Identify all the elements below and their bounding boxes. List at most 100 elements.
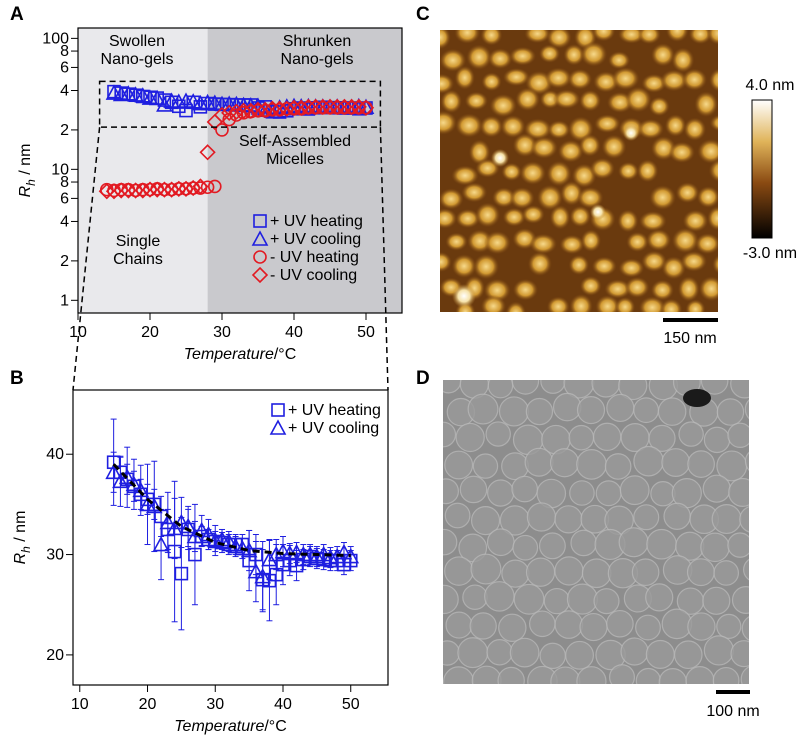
chart: 10 20 30 40 50 20 30 40 Temperature/°C Rh / nm + U… — [12, 389, 389, 735]
tem-particle — [739, 506, 749, 533]
zoom-connector — [379, 127, 389, 391]
legend-label: + UV heating — [288, 402, 381, 419]
afm-particle — [580, 229, 602, 252]
tem-particle — [658, 668, 687, 684]
afm-particle — [451, 165, 479, 186]
panel-label: D — [416, 368, 430, 389]
afm-particle — [611, 66, 640, 91]
afm-particle — [502, 207, 526, 227]
tem-particle — [568, 424, 595, 451]
afm-particle — [509, 46, 537, 66]
tem-particle — [501, 452, 529, 481]
afm-particle — [709, 68, 718, 92]
tem-particle — [462, 584, 488, 611]
afm-particle — [724, 45, 744, 70]
afm-particle — [473, 253, 500, 280]
y-axis-label: Rh / nm — [17, 144, 38, 198]
marker-triangle — [159, 513, 177, 530]
tem-particle — [472, 453, 499, 479]
afm-particle — [715, 279, 718, 295]
tem-particle — [539, 642, 566, 670]
marker-circle — [208, 179, 222, 194]
afm-particle — [671, 227, 699, 254]
x-axis-label-italic: Temperature — [174, 718, 264, 735]
marker-diamond — [221, 104, 238, 121]
colorbar-label: 4.0 nm — [746, 77, 795, 94]
afm-particle — [683, 117, 707, 141]
marker-diamond — [199, 144, 216, 161]
afm-particle — [455, 208, 481, 229]
tem-particle — [728, 477, 749, 508]
marker-diamond — [163, 181, 180, 198]
x-tick-label: 30 — [206, 696, 224, 713]
afm-particle — [718, 138, 739, 164]
afm-particle — [481, 72, 502, 92]
afm-particle — [557, 139, 584, 163]
afm-particle — [591, 256, 617, 276]
afm-particle — [479, 115, 503, 138]
tem-particle — [633, 397, 660, 424]
afm-particle — [688, 30, 713, 45]
tem-particle — [727, 422, 749, 449]
tem-particle — [550, 666, 581, 684]
afm-particle — [454, 65, 475, 90]
tem-particle — [741, 616, 749, 641]
marker-diamond — [307, 98, 324, 115]
annotation: Self-Assembled — [239, 133, 351, 150]
afm-particle — [648, 96, 670, 117]
afm-particle — [641, 250, 667, 272]
tem-particle — [633, 445, 664, 477]
afm-particle — [538, 44, 561, 63]
marker-triangle — [220, 532, 238, 549]
afm-particle — [717, 194, 718, 199]
tem-particle — [730, 380, 749, 399]
marker-diamond — [249, 101, 267, 118]
afm-particle — [560, 180, 583, 206]
tem-particle — [687, 450, 715, 478]
marker-diamond — [113, 182, 130, 199]
afm-particle — [536, 184, 563, 211]
afm-particle — [544, 67, 572, 89]
afm-particle — [601, 134, 627, 160]
afm-particle — [451, 254, 477, 279]
tem-particle — [511, 380, 540, 395]
x-axis-label: Temperature/°C — [184, 346, 297, 363]
tem-particle — [650, 480, 676, 507]
afm-particle — [646, 228, 672, 251]
tem-particle — [685, 666, 715, 684]
marker-diamond — [343, 98, 360, 115]
marker-triangle — [105, 84, 123, 100]
y-tick-label: 8 — [60, 174, 69, 191]
afm-particle — [698, 276, 718, 302]
marker-diamond — [192, 178, 209, 195]
y-axis-label-symbol: R — [17, 185, 34, 197]
tem-particle — [566, 583, 598, 615]
marker-diamond — [98, 183, 115, 200]
afm-particle — [717, 99, 718, 105]
afm-particle — [577, 186, 604, 209]
afm-particle — [502, 67, 530, 87]
tem-particle — [549, 448, 580, 478]
afm-particle — [461, 182, 488, 203]
tem-particle — [540, 380, 566, 394]
afm-particle — [480, 30, 503, 46]
tem-particle — [525, 557, 556, 587]
afm-particle — [618, 258, 645, 278]
tem-particle — [687, 612, 716, 641]
tem-particle — [443, 666, 475, 684]
y-tick-label: 20 — [46, 647, 64, 664]
afm-particle — [567, 68, 593, 90]
tem-particle — [593, 588, 620, 615]
x-axis-label-italic: Temperature — [184, 346, 274, 363]
marker-diamond — [242, 102, 259, 119]
y-axis-label-symbol: R — [12, 552, 29, 564]
marker-diamond — [314, 98, 331, 115]
marker-triangle — [105, 463, 122, 480]
tem-particle — [618, 527, 649, 558]
legend-marker — [251, 230, 269, 246]
afm-particle — [695, 233, 718, 255]
marker-diamond — [350, 98, 367, 115]
x-axis-label-unit: /°C — [264, 718, 286, 735]
afm-particle — [445, 232, 468, 251]
